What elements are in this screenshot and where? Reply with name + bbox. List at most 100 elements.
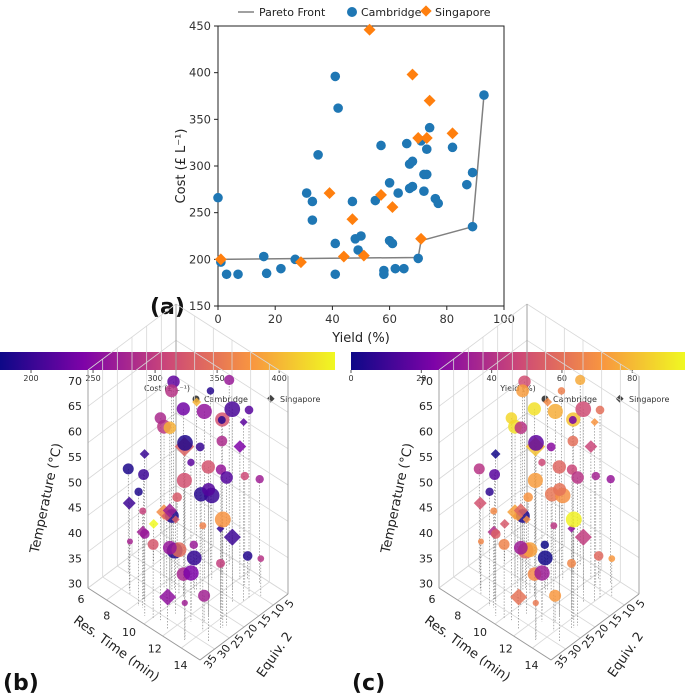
z-tick-label: 50 xyxy=(68,476,82,489)
cambridge-point-3d xyxy=(176,402,190,416)
z-tick-label: 45 xyxy=(419,502,433,515)
x-tick-label: 10 xyxy=(473,626,487,639)
panel-b-legend-cambridge: Cambridge xyxy=(204,395,248,404)
cambridge-point xyxy=(379,269,389,280)
cambridge-point-3d xyxy=(489,469,501,480)
cambridge-point-3d xyxy=(532,599,539,607)
legend-singapore-label: Singapore xyxy=(435,6,491,19)
colorbar-tick-label: 300 xyxy=(147,374,162,383)
cambridge-point-3d xyxy=(255,474,264,484)
singapore-point-3d xyxy=(473,496,487,510)
cambridge-point xyxy=(447,142,458,153)
cambridge-point-3d xyxy=(523,492,533,503)
cambridge-point-3d xyxy=(196,403,212,419)
singapore-point xyxy=(346,213,359,226)
y-tick-label: 400 xyxy=(189,66,211,80)
cambridge-point-3d xyxy=(165,384,178,398)
cambridge-point-3d xyxy=(224,401,241,418)
grid-line xyxy=(87,521,177,589)
cambridge-point xyxy=(333,103,343,113)
y-axis-label: Equiv. 2 xyxy=(254,630,296,681)
singapore-point-3d xyxy=(223,528,241,546)
y-tick-label: 150 xyxy=(189,299,211,313)
cambridge-point-3d xyxy=(198,589,211,602)
x-tick-label: 6 xyxy=(77,593,84,606)
z-tick-label: 35 xyxy=(68,552,82,565)
cambridge-point-3d xyxy=(552,460,566,474)
cambridge-point-3d xyxy=(214,511,231,528)
y-tick-label: 250 xyxy=(189,206,211,220)
z-tick-label: 60 xyxy=(419,426,433,439)
cambridge-point xyxy=(301,188,312,198)
z-tick-label: 30 xyxy=(68,578,82,591)
z-tick-label: 50 xyxy=(419,476,433,489)
cambridge-point-3d xyxy=(567,435,579,447)
grid-line xyxy=(175,303,289,377)
singapore-point-3d xyxy=(499,518,510,529)
grid-line xyxy=(87,340,177,407)
cambridge-point-3d xyxy=(528,435,544,451)
singapore-point xyxy=(446,127,459,140)
singapore-point-3d xyxy=(513,503,528,518)
z-tick-label: 35 xyxy=(419,552,433,565)
colorbar-tick-label: 200 xyxy=(23,374,38,383)
colorbar-tick-label: 20 xyxy=(416,374,426,383)
cambridge-point-3d xyxy=(591,471,600,481)
singapore-point xyxy=(415,232,427,245)
x-tick-label: 40 xyxy=(325,312,340,326)
cambridge-point xyxy=(390,263,401,274)
x-tick-label: 100 xyxy=(493,312,515,326)
x-tick-label: 60 xyxy=(382,312,397,326)
cambridge-point-3d xyxy=(557,387,566,395)
cambridge-point-3d xyxy=(181,599,188,607)
cambridge-point xyxy=(479,90,489,100)
box-edge xyxy=(438,587,552,661)
z-tick-label: 40 xyxy=(68,527,82,540)
cambridge-point xyxy=(421,169,432,180)
cambridge-point-3d xyxy=(595,405,605,415)
panel-c-chart: 0 20 40 60 80 Yield (%) Cambridge Singapore … xyxy=(348,303,685,696)
panel-a-ylabel: Cost (£ L⁻¹) xyxy=(174,129,189,204)
singapore-point-3d xyxy=(162,503,177,518)
cambridge-point-3d xyxy=(199,522,207,530)
x-tick-label: 8 xyxy=(454,609,461,622)
cambridge-point xyxy=(462,179,472,190)
z-axis-label: Temperature (°C) xyxy=(27,442,65,556)
cambridge-point-3d xyxy=(538,458,546,467)
grid-line xyxy=(438,340,528,407)
cambridge-point xyxy=(370,195,381,206)
cambridge-point xyxy=(307,196,318,207)
z-tick-label: 70 xyxy=(68,375,82,388)
cambridge-point xyxy=(213,192,223,203)
z-tick-label: 55 xyxy=(419,451,433,464)
panel-a-legend: Pareto Front Cambridge Singapore xyxy=(238,5,491,19)
panel-c-colorbar xyxy=(351,352,685,370)
cambridge-point-3d xyxy=(575,374,586,386)
z-tick-label: 65 xyxy=(419,400,433,413)
cambridge-point xyxy=(221,269,232,280)
cambridge-point-3d xyxy=(477,538,484,545)
grid-line xyxy=(482,554,596,628)
cambridge-point xyxy=(258,251,269,262)
cambridge-point-3d xyxy=(186,550,202,566)
cambridge-point-3d xyxy=(242,551,253,561)
cambridge-point-3d xyxy=(567,558,576,568)
cambridge-point-3d xyxy=(244,405,254,415)
singapore-point-3d xyxy=(122,496,136,510)
cambridge-point-3d xyxy=(550,522,558,530)
cambridge-point-3d xyxy=(183,565,199,581)
x-tick-label: 14 xyxy=(174,659,188,672)
cambridge-point-3d xyxy=(608,555,616,562)
singapore-point xyxy=(386,201,399,214)
cambridge-point xyxy=(330,238,341,249)
cambridge-point-3d xyxy=(568,416,577,424)
cambridge-point-3d xyxy=(206,387,215,395)
cambridge-point-3d xyxy=(217,416,226,424)
cambridge-point xyxy=(399,263,409,274)
singapore-point-3d xyxy=(139,449,150,459)
x-tick-label: 12 xyxy=(148,643,162,656)
cambridge-point-3d xyxy=(575,401,592,418)
cambridge-point-3d xyxy=(216,558,225,568)
grid-line xyxy=(526,521,640,595)
